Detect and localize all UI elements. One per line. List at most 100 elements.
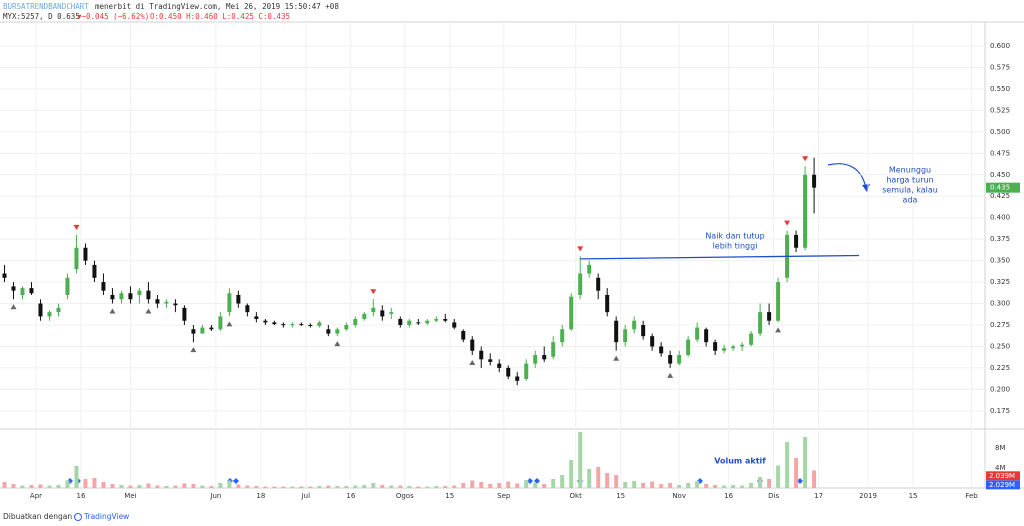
- annotation: harga turun: [886, 176, 933, 185]
- volume-bar: [155, 485, 160, 488]
- buy-signal: [145, 308, 152, 314]
- candle-body: [722, 348, 727, 351]
- candle-body: [425, 320, 430, 324]
- volume-bar: [758, 477, 763, 488]
- volume-bar: [218, 483, 223, 488]
- candle-body: [317, 322, 322, 326]
- volume-badge-label: 2.039M: [989, 472, 1015, 480]
- buy-signal: [109, 308, 116, 314]
- candle-body: [155, 299, 160, 304]
- candle-body: [578, 273, 583, 295]
- candle-body: [83, 247, 88, 261]
- volume-bar: [164, 486, 169, 488]
- sell-signal: [577, 246, 584, 252]
- candle-body: [299, 324, 304, 326]
- candle-body: [407, 320, 412, 325]
- volume-bar: [200, 485, 205, 488]
- x-tick-label: 17: [814, 492, 823, 500]
- y-tick-label: 0.250: [990, 342, 1010, 350]
- sell-signal: [784, 220, 791, 226]
- volume-bar: [389, 485, 394, 488]
- candle-body: [479, 350, 484, 360]
- candle-body: [686, 339, 691, 356]
- y-tick-label: 0.275: [990, 321, 1010, 329]
- candle-body: [236, 294, 241, 304]
- candle-body: [803, 174, 808, 248]
- candle-body: [371, 307, 376, 313]
- candle-body: [695, 327, 700, 340]
- candle-body: [596, 277, 601, 291]
- x-tick-label: Feb: [965, 492, 978, 500]
- candle-body: [74, 247, 79, 270]
- candle-body: [380, 310, 385, 317]
- volume-bar: [659, 484, 664, 488]
- volume-badge: [986, 471, 1020, 481]
- candle-body: [227, 293, 232, 313]
- volume-bar: [272, 486, 277, 488]
- vol-tick-label: 8M: [995, 444, 1006, 452]
- x-tick-label: Mei: [124, 492, 136, 500]
- candle-body: [263, 320, 268, 323]
- candle-body: [704, 329, 709, 343]
- volume-bar: [596, 467, 601, 488]
- volume-bar: [344, 486, 349, 488]
- buy-signal: [667, 372, 674, 378]
- volume-bar: [542, 484, 547, 488]
- candle-body: [65, 277, 70, 295]
- buy-signal: [613, 355, 620, 361]
- candle-body: [173, 303, 178, 306]
- volume-bar: [767, 479, 772, 488]
- candle-body: [182, 307, 187, 321]
- y-tick-label: 0.175: [990, 407, 1010, 415]
- volume-bar: [47, 485, 52, 488]
- x-tick-label: Jul: [301, 492, 311, 500]
- candle-body: [164, 301, 169, 304]
- volume-bar: [110, 484, 115, 488]
- candle-body: [146, 290, 151, 300]
- annotation: ada: [903, 196, 918, 205]
- volume-bar: [353, 485, 358, 488]
- candle-body: [398, 318, 403, 325]
- candle-body: [515, 376, 520, 381]
- y-tick-label: 0.600: [990, 42, 1010, 50]
- y-tick-label: 0.425: [990, 192, 1010, 200]
- candle-body: [92, 264, 97, 278]
- x-tick-label: 15: [616, 492, 625, 500]
- volume-bar: [380, 485, 385, 488]
- candle-body: [272, 322, 277, 325]
- annotation: Menunggu: [889, 166, 931, 175]
- volume-bar: [371, 483, 376, 488]
- candle-body: [101, 282, 106, 291]
- footer-brand[interactable]: TradingView: [83, 512, 129, 521]
- volume-bar: [443, 486, 448, 488]
- volume-bar: [785, 442, 790, 488]
- volume-bar: [254, 486, 259, 488]
- volume-bar: [461, 483, 466, 488]
- x-tick-label: 15: [445, 492, 454, 500]
- buy-signal: [10, 304, 17, 310]
- footer-text: Dibuatkan dengan: [3, 512, 72, 521]
- volume-bar: [650, 481, 655, 488]
- candle-body: [137, 290, 142, 295]
- x-tick-label: Nov: [672, 492, 686, 500]
- brand: BURSATRENDBANDCHART: [3, 2, 89, 11]
- volume-bar: [515, 483, 520, 488]
- candle-body: [128, 293, 133, 300]
- candle-body: [542, 355, 547, 360]
- candle-body: [335, 329, 340, 334]
- x-tick-label: 16: [76, 492, 85, 500]
- buy-signal: [334, 341, 341, 347]
- volume-bar: [191, 484, 196, 488]
- candle-body: [326, 329, 331, 334]
- x-tick-label: 18: [256, 492, 265, 500]
- volume-bar: [425, 486, 430, 488]
- buy-signal: [190, 347, 197, 353]
- sell-signal: [370, 289, 377, 295]
- y-tick-label: 0.450: [990, 171, 1010, 179]
- symbol: MYX:5257, D 0.635: [3, 12, 80, 21]
- volume-bar: [263, 486, 268, 488]
- y-tick-label: 0.375: [990, 235, 1010, 243]
- candle-body: [416, 322, 421, 324]
- x-tick-label: 16: [346, 492, 355, 500]
- y-tick-label: 0.525: [990, 106, 1010, 114]
